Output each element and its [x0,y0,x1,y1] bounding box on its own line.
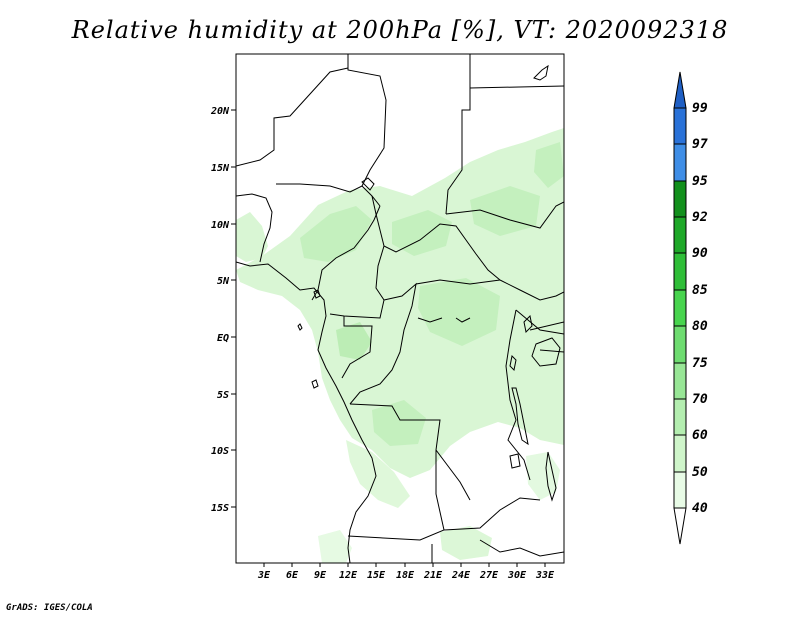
lake-tanganyika [511,387,529,446]
colorbar-labels: 99 97 95 92 90 85 80 75 70 60 50 40 [692,101,708,516]
border-ssudan [499,279,564,301]
border-north-2 [347,54,387,187]
map-frame [235,53,565,564]
border-zambia-south [443,497,541,531]
humidity-patch-6 [372,400,426,446]
grads-credit: GrADS: IGES/COLA [6,603,93,613]
humidity-patch-5 [534,142,564,188]
humidity-region-south [346,440,410,508]
congo-river-1 [417,317,443,323]
lat-tick-label: 5N [217,276,230,287]
lat-tick-label: 10S [211,446,229,457]
colorbar-bottom-arrow [673,507,687,545]
island-bioko [313,289,321,299]
border-drc-east [505,309,531,481]
colorbar-label: 97 [692,137,708,152]
colorbar-label: 95 [692,174,708,189]
border-west-1 [236,193,273,263]
border-sudan [445,201,564,229]
border-uganda [515,309,564,335]
border-chad-car [371,195,501,281]
lon-tick-label: 33E [535,570,555,581]
colorbar-segment [673,216,687,254]
border-tanzania [529,321,564,331]
colorbar-segment [673,180,687,218]
border-gabon-congo [341,316,373,379]
colorbar-label: 92 [692,210,708,225]
humidity-patch-7 [336,322,372,360]
colorbar-segment [673,143,687,182]
island-coast-sw [311,379,319,389]
congo-river-2 [455,317,471,323]
humidity-region-far-south [318,530,352,563]
border-north-4 [469,85,564,89]
lat-tick-label: 15S [211,503,229,514]
colorbar-segment [673,471,687,509]
lake-malawi [545,451,557,502]
lon-tick-labels: 3E 6E 9E 12E 15E 18E 21E 24E 27E 30E 33E [257,570,555,581]
map-title: Relative humidity at 200hPa [%], VT: 202… [71,16,729,44]
border-drc-angola [349,403,471,501]
lake-chad [361,177,375,191]
lon-tick-label: 6E [286,570,299,581]
humidity-shading [236,128,564,563]
lake-northeast [533,64,549,81]
lat-tick-labels: 20N 15N 10N 5N EQ 5S 10S 15S [210,106,230,514]
lat-tick-label: 5S [217,390,229,401]
border-car-drc [415,279,501,285]
colorbar-segment [673,362,687,400]
atlantic-coastline [236,261,377,563]
colorbar-label: 70 [692,392,708,407]
colorbar-segment [673,398,687,436]
lat-tick-label: 20N [210,106,230,117]
lon-tick-label: 15E [367,570,386,581]
lake-mweru [509,453,521,469]
colorbar-label: 80 [692,319,708,334]
lake-victoria [531,337,561,367]
map-outlines [236,54,564,563]
border-nigeria-cameroon [311,205,381,301]
border-congo-drc [349,282,417,405]
colorbar-segment [673,325,687,364]
humidity-region-west [236,212,268,262]
colorbar-label: 90 [692,246,708,261]
border-kenya [539,349,564,353]
colorbar-label: 99 [692,101,708,116]
colorbar-label: 85 [692,283,708,298]
lon-tick-label: 21E [423,570,443,581]
lat-tick-label: EQ [217,333,229,344]
border-north-3 [445,54,471,215]
colorbar-segment [673,434,687,473]
lat-tick-label: 15N [211,163,230,174]
lake-albert [523,314,533,334]
island-saotome [297,323,303,331]
lon-tick-label: 30E [507,570,527,581]
lake-kivu [509,354,517,372]
lon-tick-label: 24E [451,570,471,581]
lon-tick-label: 9E [314,570,327,581]
colorbar-label: 60 [692,428,708,443]
lon-tick-label: 27E [479,570,499,581]
humidity-patch-3 [418,278,500,346]
colorbar-label: 75 [692,356,708,371]
colorbar-segment [673,252,687,291]
border-north-1 [236,67,349,167]
lat-tick-marks [231,109,236,508]
border-bottom-2 [479,539,564,557]
colorbar-label: 40 [692,501,708,516]
humidity-region-east [526,452,560,500]
colorbar-label: 50 [692,465,708,480]
lon-tick-label: 18E [396,570,415,581]
colorbar-top-arrow [673,71,687,109]
colorbar [673,71,687,545]
colorbar-segment [673,289,687,327]
lat-tick-label: 10N [211,220,230,231]
humidity-patch-2 [392,210,452,256]
colorbar-segment [673,107,687,145]
lon-tick-label: 12E [339,570,358,581]
lon-tick-marks [263,563,546,567]
lon-tick-label: 3E [257,570,271,581]
humidity-region-southeast [440,526,492,560]
